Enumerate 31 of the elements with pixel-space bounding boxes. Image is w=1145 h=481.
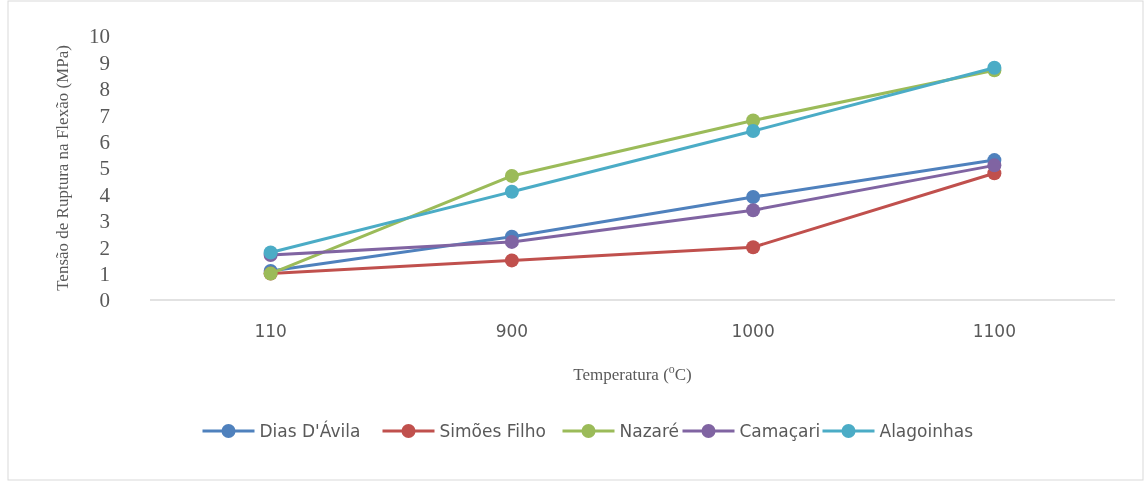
point — [504, 184, 519, 199]
point — [987, 158, 1002, 173]
y-tick-label: 10 — [89, 24, 110, 49]
legend-label: Dias D'Ávila — [259, 419, 361, 441]
point — [746, 190, 761, 205]
point — [746, 124, 761, 139]
y-tick-label: 8 — [99, 77, 110, 102]
y-tick-label: 3 — [99, 209, 110, 234]
point — [746, 240, 761, 255]
legend-label: Nazaré — [619, 420, 680, 441]
legend-label: Camaçari — [739, 420, 821, 441]
legend-label: Alagoinhas — [879, 420, 974, 441]
y-tick-label: 4 — [99, 182, 111, 207]
y-tick-label: 1 — [99, 261, 110, 286]
y-tick-label: 9 — [99, 50, 110, 75]
point — [504, 253, 519, 268]
x-tick-label: 1100 — [972, 321, 1017, 341]
point — [504, 234, 519, 249]
y-tick-label: 0 — [99, 288, 110, 313]
x-tick-label: 110 — [254, 321, 287, 341]
y-tick-label: 5 — [99, 156, 110, 181]
x-tick-label: 1000 — [731, 321, 775, 341]
y-tick-label: 7 — [99, 103, 110, 128]
y-tick-label: 2 — [99, 235, 110, 260]
y-tick-label: 6 — [99, 129, 110, 154]
y-axis-title: Tensão de Ruptura na Flexão (MPa) — [53, 45, 72, 291]
point — [504, 168, 519, 183]
point — [746, 203, 761, 218]
x-axis-title: Temperatura ($^{o}$C) — [573, 362, 692, 384]
legend-label: Simões Filho — [439, 420, 546, 441]
x-tick-label: 900 — [495, 321, 529, 341]
